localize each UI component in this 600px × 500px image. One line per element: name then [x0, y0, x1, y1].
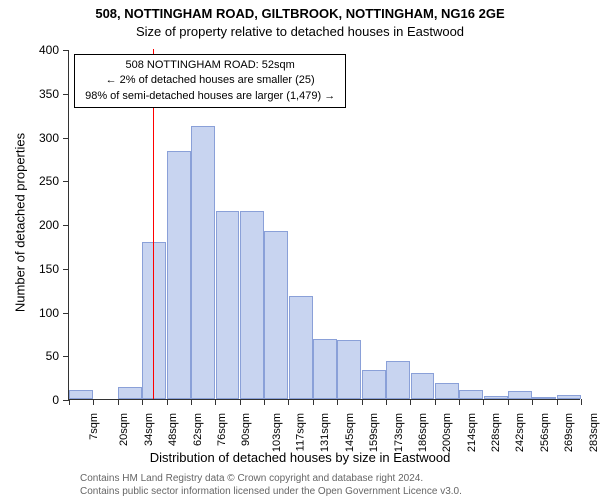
x-tick [118, 399, 119, 405]
footer-line1: Contains HM Land Registry data © Crown c… [80, 472, 462, 485]
chart-subtitle: Size of property relative to detached ho… [0, 24, 600, 39]
y-axis-label: Number of detached properties [13, 123, 28, 323]
x-tick [93, 399, 94, 405]
x-tick [191, 399, 192, 405]
x-tick-label: 159sqm [368, 413, 380, 452]
histogram-bar [69, 390, 93, 399]
histogram-bar [289, 296, 313, 399]
annotation-line1: 508 NOTTINGHAM ROAD: 52sqm [85, 58, 335, 73]
y-tick-label: 50 [46, 349, 59, 363]
x-tick [483, 399, 484, 405]
annotation-line2: ← 2% of detached houses are smaller (25) [85, 73, 335, 88]
histogram-bar [240, 211, 264, 399]
x-tick [362, 399, 363, 405]
y-tick [63, 269, 69, 270]
histogram-bar [411, 373, 435, 399]
x-tick-label: 186sqm [417, 413, 429, 452]
annotation-box: 508 NOTTINGHAM ROAD: 52sqm← 2% of detach… [74, 54, 346, 108]
x-tick-label: 20sqm [118, 413, 130, 446]
x-tick-label: 62sqm [192, 413, 204, 446]
y-tick-label: 100 [39, 306, 59, 320]
x-tick [459, 399, 460, 405]
x-tick [288, 399, 289, 405]
y-tick-label: 300 [39, 131, 59, 145]
x-tick [557, 399, 558, 405]
property-size-chart: 508, NOTTINGHAM ROAD, GILTBROOK, NOTTING… [0, 0, 600, 500]
x-tick [142, 399, 143, 405]
x-tick-label: 200sqm [441, 413, 453, 452]
x-tick-label: 103sqm [271, 413, 283, 452]
x-tick [435, 399, 436, 405]
y-tick [63, 138, 69, 139]
histogram-bar [264, 231, 288, 399]
x-tick [215, 399, 216, 405]
x-tick-label: 269sqm [563, 413, 575, 452]
y-tick-label: 200 [39, 218, 59, 232]
y-tick [63, 356, 69, 357]
y-tick-label: 350 [39, 87, 59, 101]
y-tick [63, 94, 69, 95]
histogram-bar [313, 339, 337, 399]
histogram-bar [167, 151, 191, 400]
x-tick-label: 283sqm [588, 413, 600, 452]
x-tick-label: 256sqm [539, 413, 551, 452]
y-tick [63, 313, 69, 314]
x-tick-label: 90sqm [240, 413, 252, 446]
x-axis-label: Distribution of detached houses by size … [0, 450, 600, 465]
footer-copyright: Contains HM Land Registry data © Crown c… [80, 472, 462, 498]
histogram-bar [386, 361, 410, 399]
x-tick-label: 228sqm [490, 413, 502, 452]
histogram-bar [362, 370, 386, 399]
y-tick [63, 50, 69, 51]
histogram-bar [459, 390, 483, 399]
x-tick-label: 48sqm [167, 413, 179, 446]
x-tick [69, 399, 70, 405]
x-tick-label: 34sqm [143, 413, 155, 446]
histogram-bar [435, 383, 459, 399]
x-tick [264, 399, 265, 405]
chart-title: 508, NOTTINGHAM ROAD, GILTBROOK, NOTTING… [0, 6, 600, 21]
x-tick [337, 399, 338, 405]
histogram-bar [557, 395, 581, 399]
y-tick-label: 150 [39, 262, 59, 276]
histogram-bar [484, 396, 508, 400]
x-tick-label: 145sqm [344, 413, 356, 452]
x-tick [167, 399, 168, 405]
x-tick-label: 7sqm [88, 413, 100, 440]
x-tick [240, 399, 241, 405]
plot-area: 0501001502002503003504007sqm20sqm34sqm48… [68, 50, 580, 400]
x-tick [313, 399, 314, 405]
footer-line2: Contains public sector information licen… [80, 485, 462, 498]
x-tick-label: 242sqm [515, 413, 527, 452]
x-tick-label: 76sqm [216, 413, 228, 446]
x-tick-label: 131sqm [320, 413, 332, 452]
histogram-bar [337, 340, 361, 400]
x-tick-label: 214sqm [466, 413, 478, 452]
x-tick-label: 117sqm [294, 413, 306, 451]
y-tick-label: 250 [39, 174, 59, 188]
x-tick [386, 399, 387, 405]
histogram-bar [508, 391, 532, 399]
y-tick [63, 181, 69, 182]
histogram-bar [118, 387, 142, 399]
histogram-bar [532, 397, 556, 399]
histogram-bar [216, 211, 240, 399]
x-tick [532, 399, 533, 405]
y-tick [63, 225, 69, 226]
y-tick-label: 400 [39, 43, 59, 57]
x-tick-label: 173sqm [393, 413, 405, 452]
y-tick-label: 0 [52, 393, 59, 407]
annotation-line3: 98% of semi-detached houses are larger (… [85, 89, 335, 104]
histogram-bar [191, 126, 215, 399]
x-tick [508, 399, 509, 405]
x-tick [410, 399, 411, 405]
x-tick [581, 399, 582, 405]
